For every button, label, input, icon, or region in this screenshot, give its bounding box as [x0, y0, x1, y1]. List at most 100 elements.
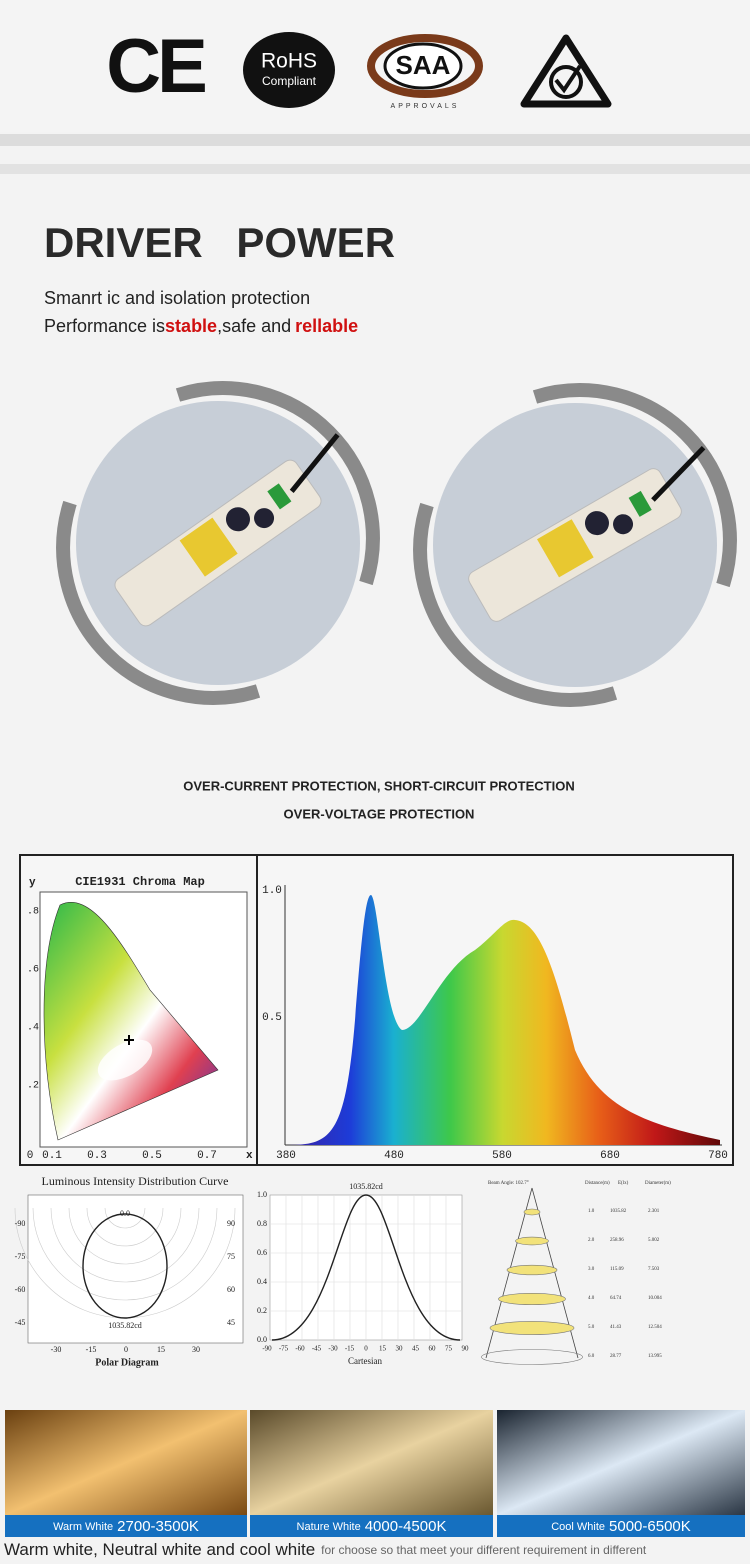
polar-angle: -75 [15, 1252, 26, 1261]
spectrum-x-tick: 580 [492, 1150, 512, 1162]
light-panel [497, 1410, 745, 1515]
beam-spot [506, 1264, 558, 1276]
separator [0, 164, 750, 174]
polar-grid [86, 1207, 164, 1247]
cartesian-x-tick: -60 [295, 1345, 305, 1353]
polar-grid [50, 1207, 200, 1283]
title: DRIVER POWER [44, 219, 395, 266]
beam-cell: 115.09 [610, 1267, 624, 1272]
chroma-y-tick: .8 [27, 907, 39, 918]
chroma-cross [124, 1035, 134, 1045]
light-panel [250, 1410, 493, 1515]
beam-cell: 6.0 [588, 1354, 595, 1359]
cartesian-x-tick: 90 [462, 1345, 470, 1353]
beam-cell: 3.0 [588, 1267, 595, 1272]
beam-cell: 4.0 [588, 1296, 595, 1301]
footer-text: Warm white, Neutral white and cool white… [4, 1540, 647, 1559]
beam-cell: 10.004 [648, 1296, 662, 1301]
photo-arc [175, 381, 380, 586]
feature-line: Performance isstable,safe and rellable [44, 316, 358, 336]
label-strip [497, 1515, 745, 1537]
cartesian-x-tick: 15 [379, 1345, 387, 1353]
beam-cell: 41.43 [610, 1325, 622, 1330]
rcm-logo [520, 34, 612, 108]
beam-cell: 1.0 [588, 1209, 595, 1214]
photo-arc [532, 383, 737, 588]
polar-caption: Polar Diagram [95, 1357, 159, 1368]
rohs-badge [243, 32, 335, 108]
light-panel [5, 1410, 247, 1515]
light-name: Warm White [53, 1521, 113, 1533]
cartesian-x-tick: 30 [396, 1345, 404, 1353]
polar-zero: 0.0 [120, 1209, 130, 1218]
beam-cell: 5.0 [588, 1325, 595, 1330]
chroma-x-label: x [246, 1150, 253, 1162]
light-range: 4000-4500K [365, 1518, 447, 1535]
polar-angle: 0 [124, 1345, 128, 1354]
label-strip [250, 1515, 493, 1537]
polar-angle: 60 [227, 1285, 235, 1294]
chroma-x-tick: 0.1 [42, 1150, 62, 1162]
terminal [267, 483, 292, 510]
beam-spot [523, 1208, 541, 1216]
polar-angle: 45 [227, 1318, 235, 1327]
saa-badge [383, 42, 463, 90]
feature-line: Smanrt ic and isolation protection [44, 288, 310, 308]
photo-arc [413, 502, 618, 707]
capacitor [584, 511, 609, 536]
protection-text: OVER-CURRENT PROTECTION, SHORT-CIRCUIT P… [183, 778, 574, 793]
beam-cell: 5.002 [648, 1238, 660, 1243]
light-label: Cool White 5000-6500K [551, 1518, 691, 1535]
light-name: Cool White [551, 1521, 605, 1533]
polar-angle: -15 [86, 1345, 97, 1354]
cartesian-x-tick: -15 [345, 1345, 355, 1353]
chroma-x-tick: 0.5 [142, 1150, 162, 1162]
polar-grid [68, 1207, 182, 1265]
cable [651, 445, 706, 502]
terminal [628, 490, 652, 517]
beam-cell: 7.503 [648, 1267, 660, 1272]
light-range: 2700-3500K [117, 1518, 199, 1535]
polar-angle: -60 [15, 1285, 26, 1294]
beam-cell: 2.301 [648, 1209, 660, 1214]
light-name: Nature White [297, 1521, 361, 1533]
cartesian-x-tick: -30 [328, 1345, 338, 1353]
polar-curve [82, 1213, 168, 1319]
cartesian-y-tick: 0.2 [257, 1306, 267, 1315]
chroma-y-label: y [29, 877, 36, 889]
polar-angle: -90 [15, 1219, 26, 1228]
capacitor [613, 514, 634, 535]
polar-angle: -45 [15, 1318, 26, 1327]
cartesian-x-tick: -90 [262, 1345, 272, 1353]
polar-angle: -30 [51, 1345, 62, 1354]
cartesian-x-tick: 45 [412, 1345, 420, 1353]
cartesian-y-tick: 0.0 [257, 1335, 267, 1344]
spectrum-x-tick: 680 [600, 1150, 620, 1162]
cartesian-peak: 1035.82cd [349, 1182, 383, 1191]
beam-spot [489, 1321, 575, 1335]
polar-peak: 1035.82cd [108, 1321, 142, 1330]
capacitor [225, 507, 250, 532]
spectrum-curve [285, 895, 720, 1145]
polar-grid [104, 1207, 146, 1229]
light-label: Nature White 4000-4500K [297, 1518, 447, 1535]
transformer [179, 517, 238, 577]
chroma-x-tick: 0.7 [197, 1150, 217, 1162]
footer-main: Warm white, Neutral white and cool white [4, 1540, 315, 1559]
cartesian-y-tick: 0.8 [257, 1219, 267, 1228]
chroma-x-tick: 0 [27, 1150, 34, 1162]
spectrum-y-tick: 0.5 [262, 1012, 282, 1024]
beam-header: Beam Angle: 102.7° [488, 1181, 529, 1186]
polar-angle: 75 [227, 1252, 235, 1261]
beam-cell: 2.0 [588, 1238, 595, 1243]
beam-cell: 13.995 [648, 1354, 662, 1359]
beam-cell: 28.77 [610, 1354, 622, 1359]
polar-angle: 30 [192, 1345, 200, 1354]
capacitor [254, 508, 275, 529]
beam-cell: 12.504 [648, 1325, 662, 1330]
cartesian-x-tick: 60 [429, 1345, 437, 1353]
transformer [537, 519, 594, 578]
feature-fragment: Performance is [44, 316, 165, 336]
cartesian-y-tick: 0.4 [257, 1277, 267, 1286]
beam-header: E(lx) [618, 1181, 629, 1186]
